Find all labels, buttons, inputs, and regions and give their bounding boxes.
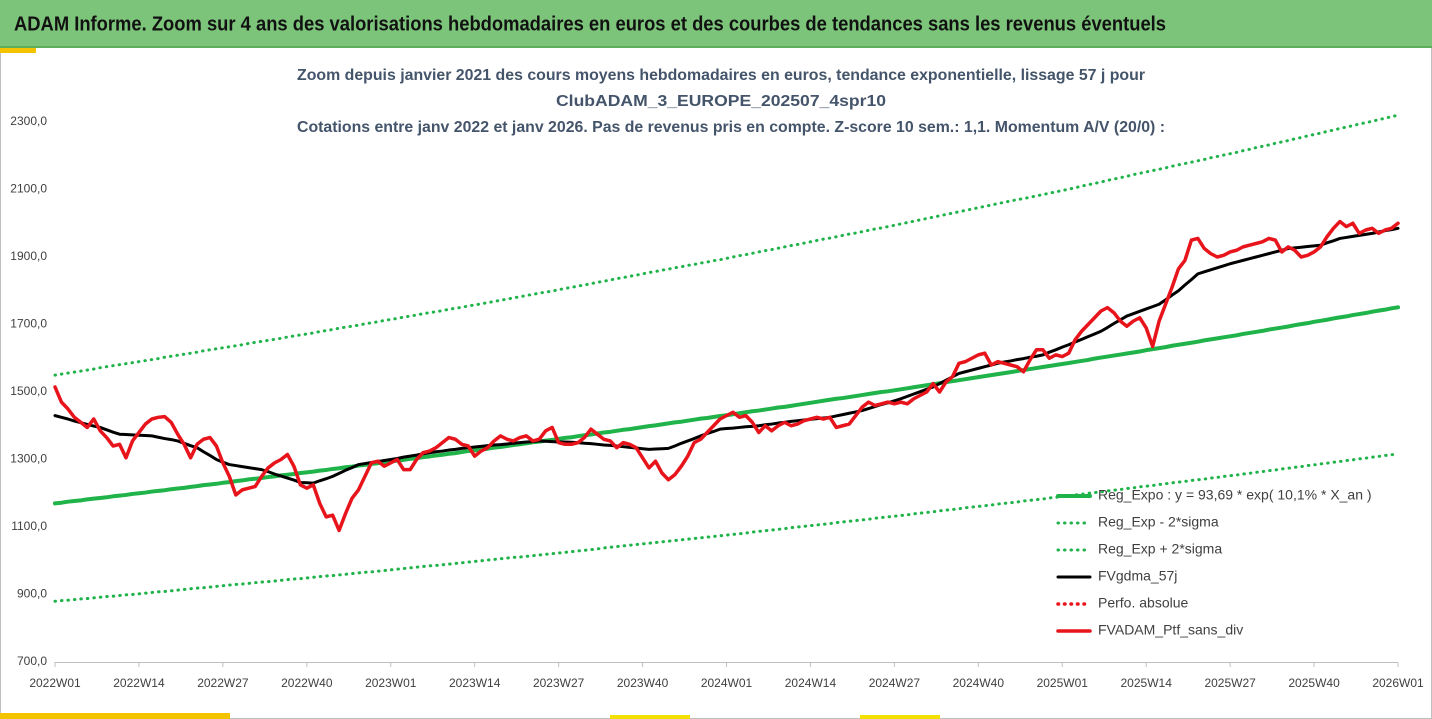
chart-title: Cotations entre janv 2022 et janv 2026. … <box>297 119 1165 136</box>
header-rule <box>0 46 1432 48</box>
x-tick-label: 2024W27 <box>869 676 921 690</box>
deco-strip <box>860 715 940 719</box>
x-tick-label: 2025W14 <box>1121 676 1173 690</box>
series-line <box>53 452 1400 603</box>
series-line <box>53 113 1400 377</box>
x-tick-label: 2025W27 <box>1204 676 1256 690</box>
y-tick-label: 900,0 <box>17 587 47 601</box>
y-tick-label: 1700,0 <box>10 317 47 331</box>
deco-strip <box>0 713 230 719</box>
legend-label: Reg_Exp + 2*sigma <box>1098 541 1222 557</box>
y-tick-label: 2300,0 <box>10 114 47 128</box>
y-tick-label: 1900,0 <box>10 249 47 263</box>
legend-label: Perfo. absolue <box>1098 595 1188 611</box>
y-tick-label: 700,0 <box>17 654 47 668</box>
header-bar <box>0 0 1432 46</box>
chart-title: Zoom depuis janvier 2021 des cours moyen… <box>297 67 1145 84</box>
y-tick-label: 2100,0 <box>10 182 47 196</box>
x-tick-label: 2022W14 <box>113 676 165 690</box>
header-title: ADAM Informe. Zoom sur 4 ans des valoris… <box>14 13 1166 35</box>
series-line <box>53 226 1400 485</box>
deco-corner <box>0 48 36 53</box>
x-tick-label: 2023W27 <box>533 676 585 690</box>
deco-strip <box>610 715 690 719</box>
x-tick-label: 2026W01 <box>1372 676 1424 690</box>
x-tick-label: 2024W01 <box>701 676 753 690</box>
chart-title: ClubADAM_3_EUROPE_202507_4spr10 <box>556 93 886 110</box>
x-tick-label: 2022W40 <box>281 676 333 690</box>
x-tick-label: 2023W14 <box>449 676 501 690</box>
x-tick-label: 2022W01 <box>29 676 81 690</box>
x-tick-label: 2024W14 <box>785 676 837 690</box>
legend-label: FVgdma_57j <box>1098 568 1177 584</box>
legend-label: Reg_Exp - 2*sigma <box>1098 514 1219 530</box>
legend-label: Reg_Expo : y = 93,69 * exp( 10,1% * X_an… <box>1098 487 1372 503</box>
legend-label: FVADAM_Ptf_sans_div <box>1098 622 1243 638</box>
x-tick-label: 2023W40 <box>617 676 669 690</box>
x-tick-label: 2025W40 <box>1288 676 1340 690</box>
x-tick-label: 2022W27 <box>197 676 249 690</box>
y-tick-label: 1500,0 <box>10 384 47 398</box>
y-tick-label: 1300,0 <box>10 452 47 466</box>
x-tick-label: 2023W01 <box>365 676 417 690</box>
series-line <box>53 219 1400 533</box>
x-tick-label: 2024W40 <box>953 676 1005 690</box>
y-tick-label: 1100,0 <box>11 519 47 533</box>
x-tick-label: 2025W01 <box>1037 676 1089 690</box>
